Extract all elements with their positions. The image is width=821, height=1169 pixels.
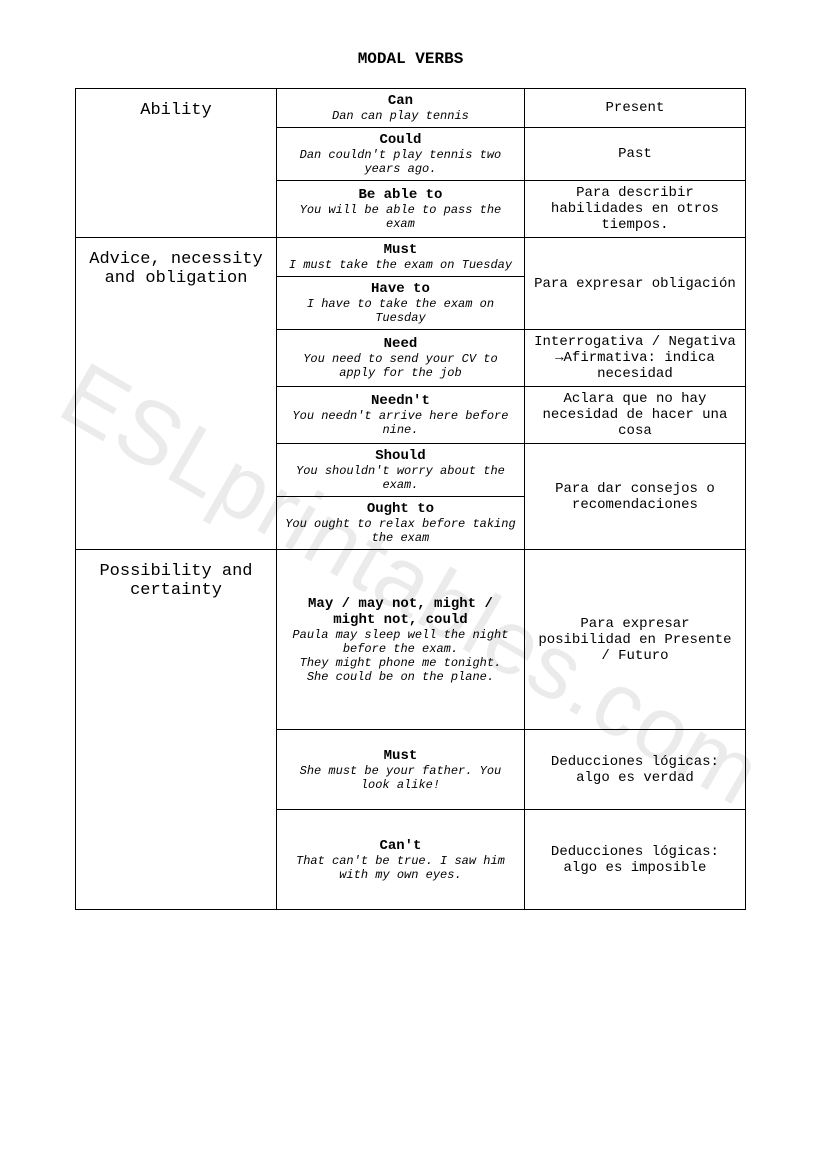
modal-example: That can't be true. I saw him with my ow…	[283, 854, 518, 882]
page-title: MODAL VERBS	[75, 50, 746, 68]
modal-example: She must be your father. You look alike!	[283, 764, 518, 792]
modal-example: You needn't arrive here before nine.	[283, 409, 518, 437]
table-row: Possibility and certaintyMay / may not, …	[76, 550, 746, 730]
table-row: Advice, necessity and obligationMustI mu…	[76, 238, 746, 277]
description-cell: Para expresar obligación	[524, 238, 745, 330]
description-cell: Aclara que no hay necesidad de hacer una…	[524, 387, 745, 444]
description-cell: Deducciones lógicas: algo es imposible	[524, 810, 745, 910]
modal-cell: Ought toYou ought to relax before taking…	[277, 497, 525, 550]
description-cell: Para describir habilidades en otros tiem…	[524, 181, 745, 238]
modal-name: Could	[283, 132, 518, 148]
modal-cell: CanDan can play tennis	[277, 89, 525, 128]
description-cell: Para expresar posibilidad en Presente / …	[524, 550, 745, 730]
modal-name: May / may not, might / might not, could	[283, 596, 518, 628]
modal-name: Should	[283, 448, 518, 464]
modal-example: Paula may sleep well the night before th…	[283, 628, 518, 684]
modal-name: Must	[283, 242, 518, 258]
description-cell: Para dar consejos o recomendaciones	[524, 444, 745, 550]
category-cell: Advice, necessity and obligation	[76, 238, 277, 550]
modal-name: Can	[283, 93, 518, 109]
modal-name: Needn't	[283, 393, 518, 409]
modal-cell: ShouldYou shouldn't worry about the exam…	[277, 444, 525, 497]
modal-example: Dan can play tennis	[283, 109, 518, 123]
category-cell: Ability	[76, 89, 277, 238]
modal-example: Dan couldn't play tennis two years ago.	[283, 148, 518, 176]
description-cell: Past	[524, 128, 745, 181]
modal-cell: NeedYou need to send your CV to apply fo…	[277, 330, 525, 387]
modal-verbs-table: AbilityCanDan can play tennisPresentCoul…	[75, 88, 746, 910]
modal-name: Ought to	[283, 501, 518, 517]
modal-example: I must take the exam on Tuesday	[283, 258, 518, 272]
description-cell: Interrogativa / Negativa→Afirmativa: ind…	[524, 330, 745, 387]
modal-cell: Have toI have to take the exam on Tuesda…	[277, 277, 525, 330]
modal-name: Can't	[283, 838, 518, 854]
table-row: AbilityCanDan can play tennisPresent	[76, 89, 746, 128]
modal-cell: Be able toYou will be able to pass the e…	[277, 181, 525, 238]
modal-example: You shouldn't worry about the exam.	[283, 464, 518, 492]
category-cell: Possibility and certainty	[76, 550, 277, 910]
description-cell: Present	[524, 89, 745, 128]
description-cell: Deducciones lógicas: algo es verdad	[524, 730, 745, 810]
modal-name: Have to	[283, 281, 518, 297]
modal-example: You need to send your CV to apply for th…	[283, 352, 518, 380]
modal-example: You will be able to pass the exam	[283, 203, 518, 231]
modal-example: I have to take the exam on Tuesday	[283, 297, 518, 325]
modal-cell: CouldDan couldn't play tennis two years …	[277, 128, 525, 181]
modal-cell: Can'tThat can't be true. I saw him with …	[277, 810, 525, 910]
modal-cell: MustI must take the exam on Tuesday	[277, 238, 525, 277]
modal-name: Be able to	[283, 187, 518, 203]
modal-name: Need	[283, 336, 518, 352]
modal-cell: MustShe must be your father. You look al…	[277, 730, 525, 810]
modal-example: You ought to relax before taking the exa…	[283, 517, 518, 545]
modal-cell: Needn'tYou needn't arrive here before ni…	[277, 387, 525, 444]
modal-name: Must	[283, 748, 518, 764]
modal-cell: May / may not, might / might not, couldP…	[277, 550, 525, 730]
